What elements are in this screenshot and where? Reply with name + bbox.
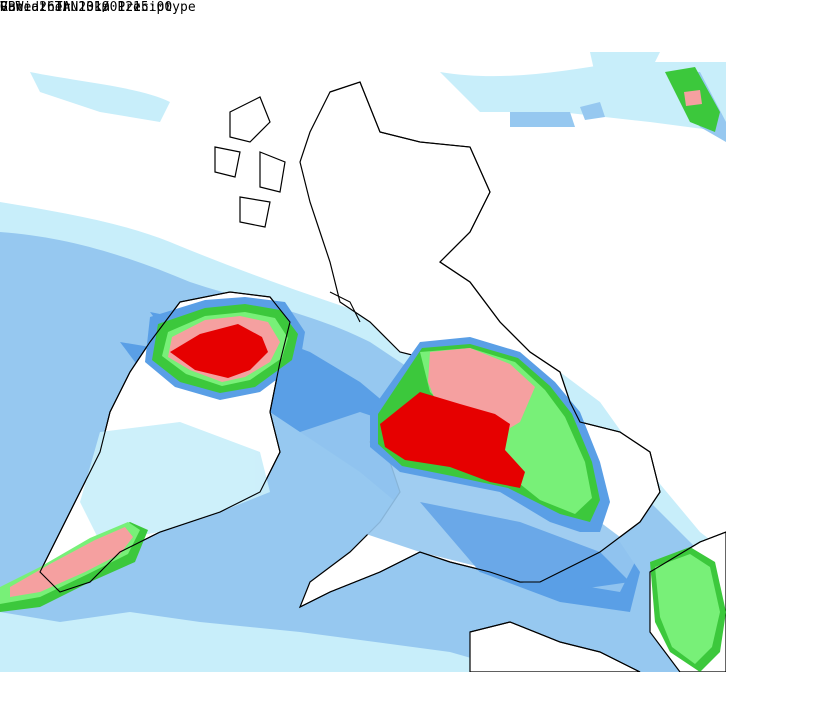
precip-cell-england — [370, 337, 610, 532]
precip-cell-north-ireland — [145, 297, 305, 400]
coastlines — [39, 81, 726, 672]
precip-cell-southeast — [650, 547, 726, 672]
valid-time: Valid: Thu 31/01 15:00 — [0, 0, 173, 15]
precip-cell-northeast — [665, 67, 720, 132]
precip-map — [0, 52, 726, 672]
precip-cell-se-ireland — [0, 522, 148, 612]
model-run: Run: 26JAN2019 12z — [0, 0, 141, 15]
map-title: GBWeather 10km Preciptype — [0, 0, 196, 15]
